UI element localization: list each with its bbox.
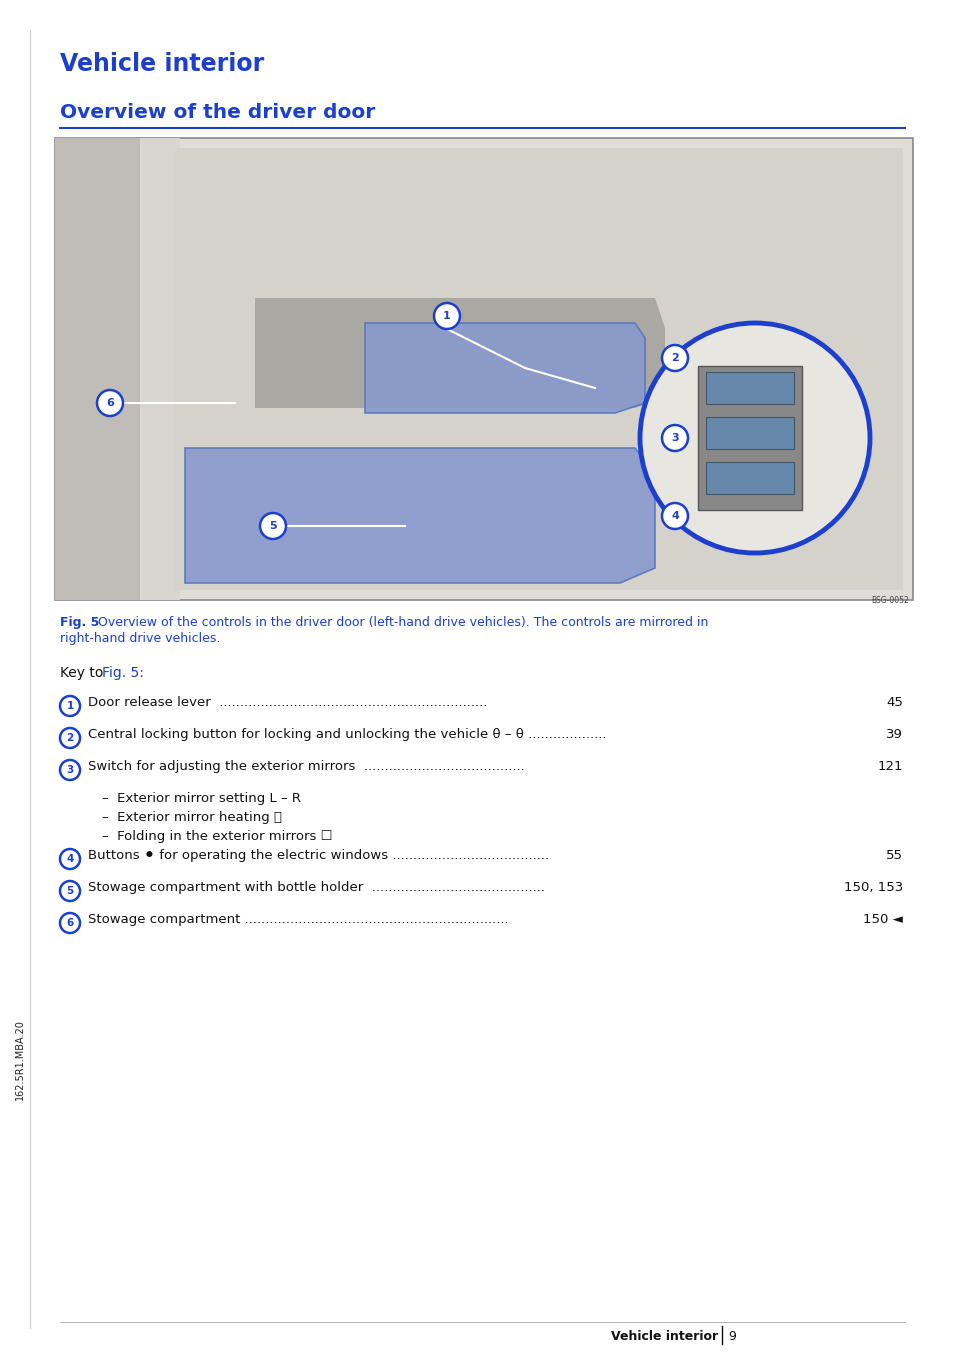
- Polygon shape: [175, 148, 903, 589]
- FancyBboxPatch shape: [55, 139, 913, 600]
- Text: 121: 121: [877, 760, 903, 773]
- Text: 1: 1: [66, 701, 74, 712]
- FancyBboxPatch shape: [55, 139, 165, 600]
- Text: Overview of the controls in the driver door (left-hand drive vehicles). The cont: Overview of the controls in the driver d…: [90, 617, 708, 629]
- Text: 162.5R1.MBA.20: 162.5R1.MBA.20: [15, 1020, 25, 1100]
- Text: 9: 9: [728, 1329, 736, 1343]
- Text: 2: 2: [671, 353, 679, 363]
- FancyBboxPatch shape: [140, 139, 180, 600]
- Circle shape: [434, 303, 460, 329]
- Text: –  Folding in the exterior mirrors ☐: – Folding in the exterior mirrors ☐: [102, 830, 332, 843]
- Polygon shape: [365, 323, 645, 413]
- Circle shape: [97, 390, 123, 416]
- FancyBboxPatch shape: [698, 367, 802, 511]
- Text: Door release lever  ............................................................: Door release lever .....................…: [88, 697, 488, 709]
- Circle shape: [60, 728, 80, 748]
- FancyBboxPatch shape: [706, 417, 794, 449]
- Text: –  Exterior mirror setting L – R: – Exterior mirror setting L – R: [102, 792, 301, 805]
- Text: BSG-0052: BSG-0052: [872, 596, 909, 606]
- Text: 5: 5: [269, 521, 276, 531]
- Text: Central locking button for locking and unlocking the vehicle θ – θ .............: Central locking button for locking and u…: [88, 728, 607, 741]
- Text: 4: 4: [66, 854, 74, 864]
- Circle shape: [662, 425, 688, 451]
- Text: 1: 1: [444, 311, 451, 320]
- Circle shape: [60, 697, 80, 716]
- FancyBboxPatch shape: [706, 372, 794, 403]
- Circle shape: [260, 513, 286, 539]
- Text: 55: 55: [886, 849, 903, 862]
- Text: 5: 5: [66, 885, 74, 896]
- Polygon shape: [185, 448, 655, 583]
- Text: Stowage compartment with bottle holder  ........................................: Stowage compartment with bottle holder .…: [88, 881, 545, 894]
- Text: –  Exterior mirror heating ⒢: – Exterior mirror heating ⒢: [102, 811, 282, 824]
- Circle shape: [60, 760, 80, 779]
- Text: Switch for adjusting the exterior mirrors  .....................................: Switch for adjusting the exterior mirror…: [88, 760, 525, 773]
- Circle shape: [60, 881, 80, 900]
- Text: 39: 39: [886, 728, 903, 741]
- Text: Vehicle interior: Vehicle interior: [60, 52, 264, 76]
- Text: 4: 4: [671, 511, 679, 521]
- Circle shape: [662, 502, 688, 530]
- Text: 150 ◄: 150 ◄: [863, 913, 903, 926]
- FancyBboxPatch shape: [706, 462, 794, 494]
- Text: 150, 153: 150, 153: [844, 881, 903, 894]
- Text: 2: 2: [66, 733, 74, 743]
- Text: Fig. 5:: Fig. 5:: [102, 665, 144, 680]
- Circle shape: [60, 849, 80, 869]
- Text: 45: 45: [886, 697, 903, 709]
- Text: Overview of the driver door: Overview of the driver door: [60, 103, 375, 122]
- Text: 3: 3: [66, 765, 74, 775]
- Text: Key to: Key to: [60, 665, 108, 680]
- Text: Vehicle interior: Vehicle interior: [611, 1329, 718, 1343]
- Circle shape: [60, 913, 80, 933]
- Text: 3: 3: [671, 433, 679, 443]
- Polygon shape: [255, 297, 665, 407]
- Text: Fig. 5: Fig. 5: [60, 617, 100, 629]
- Text: Stowage compartment ............................................................: Stowage compartment ....................…: [88, 913, 509, 926]
- Circle shape: [662, 345, 688, 371]
- Text: 6: 6: [66, 918, 74, 928]
- Circle shape: [640, 323, 870, 553]
- Text: 6: 6: [106, 398, 114, 407]
- Text: right-hand drive vehicles.: right-hand drive vehicles.: [60, 631, 221, 645]
- Text: Buttons ⚫ for operating the electric windows ...................................: Buttons ⚫ for operating the electric win…: [88, 849, 549, 862]
